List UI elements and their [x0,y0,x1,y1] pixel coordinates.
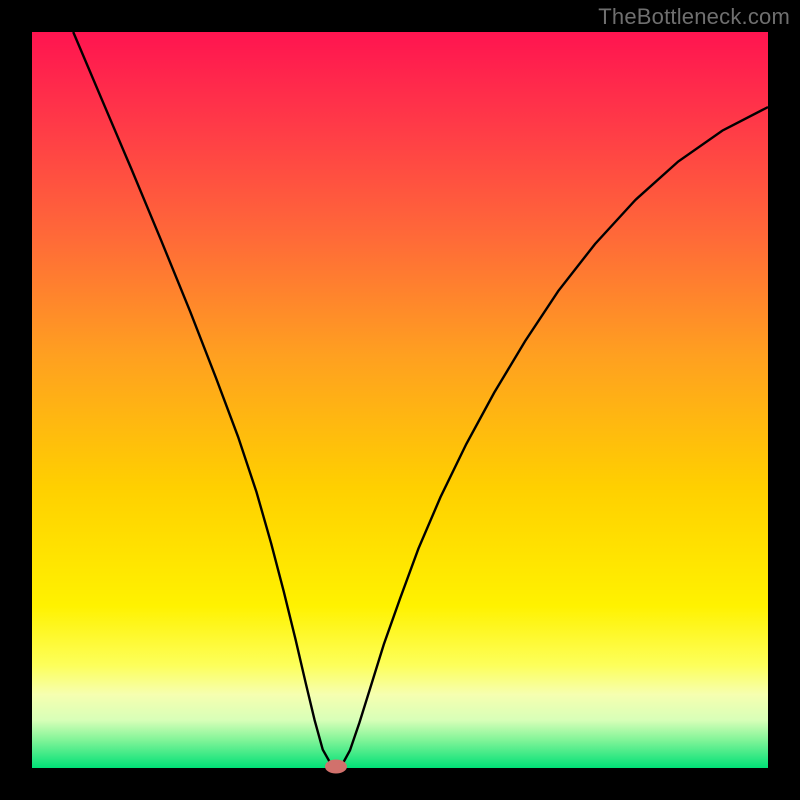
plot-background [32,32,768,768]
bottleneck-chart [0,0,800,800]
watermark-text: TheBottleneck.com [598,4,790,30]
optimum-marker [325,760,347,774]
